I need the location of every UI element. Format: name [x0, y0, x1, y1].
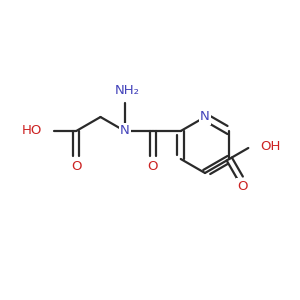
- Text: O: O: [237, 180, 247, 193]
- Text: O: O: [71, 160, 82, 172]
- Text: N: N: [200, 110, 210, 124]
- Text: OH: OH: [260, 140, 281, 152]
- Text: NH₂: NH₂: [114, 83, 139, 97]
- Text: N: N: [120, 124, 130, 137]
- Text: O: O: [148, 160, 158, 172]
- Text: HO: HO: [22, 124, 42, 137]
